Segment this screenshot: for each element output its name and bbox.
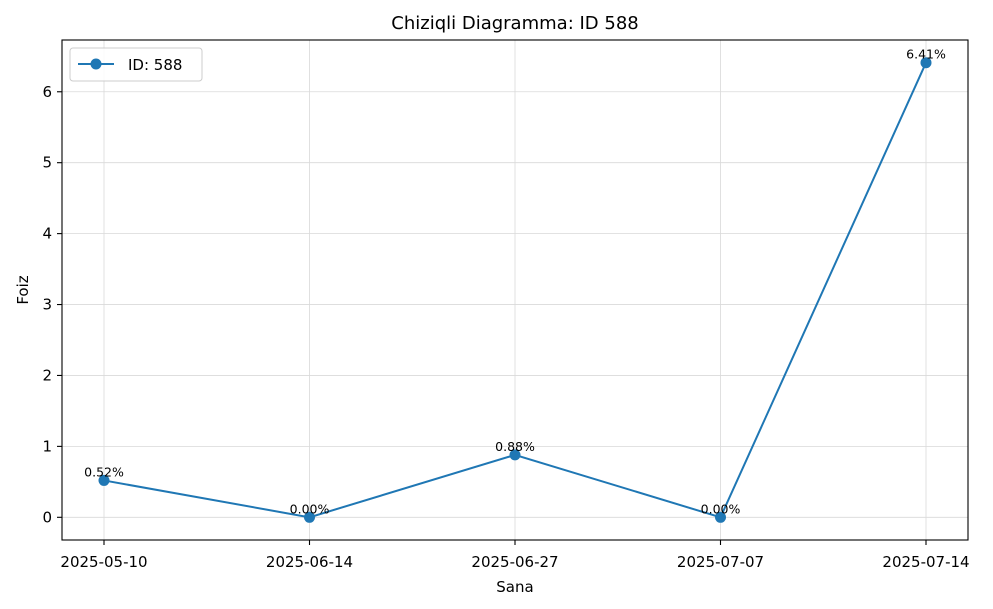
data-point [98, 474, 110, 486]
x-axis: 2025-05-10 2025-06-14 2025-06-27 2025-07-07… [60, 540, 970, 571]
legend-entry-label: ID: 588 [128, 56, 182, 74]
data-label: 0.52% [84, 464, 124, 479]
y-tick-label: 4 [42, 225, 52, 243]
legend: ID: 588 [69, 47, 203, 82]
data-label: 0.88% [495, 439, 535, 454]
series-layer [98, 57, 932, 523]
data-point [509, 449, 521, 461]
grid [62, 40, 968, 540]
data-labels: 0.52% 0.00% 0.88% 0.00% 6.41% [84, 47, 946, 517]
x-tick-label: 2025-07-14 [882, 553, 969, 571]
y-tick-label: 5 [42, 154, 52, 172]
x-tick-label: 2025-05-10 [60, 553, 147, 571]
data-label: 0.00% [701, 501, 741, 516]
y-tick-label: 3 [42, 296, 52, 314]
legend-marker-swatch [90, 58, 102, 70]
chart-title: Chiziqli Diagramma: ID 588 [391, 13, 638, 34]
data-point [920, 57, 932, 69]
y-tick-label: 6 [42, 83, 52, 101]
data-label: 0.00% [290, 501, 330, 516]
data-point [715, 511, 726, 523]
y-tick-label: 2 [42, 366, 52, 384]
x-axis-label: Sana [496, 578, 533, 596]
y-axis-label: Foiz [14, 275, 32, 304]
y-tick-label: 1 [42, 437, 52, 455]
legend-box [69, 47, 203, 82]
x-tick-label: 2025-06-27 [471, 553, 558, 571]
y-axis: 0 1 2 3 4 5 6 [42, 83, 62, 526]
data-point [304, 511, 315, 523]
x-tick-label: 2025-07-07 [677, 553, 764, 571]
data-label: 6.41% [906, 47, 946, 62]
y-tick-label: 0 [42, 508, 52, 526]
x-tick-label: 2025-06-14 [266, 553, 353, 571]
